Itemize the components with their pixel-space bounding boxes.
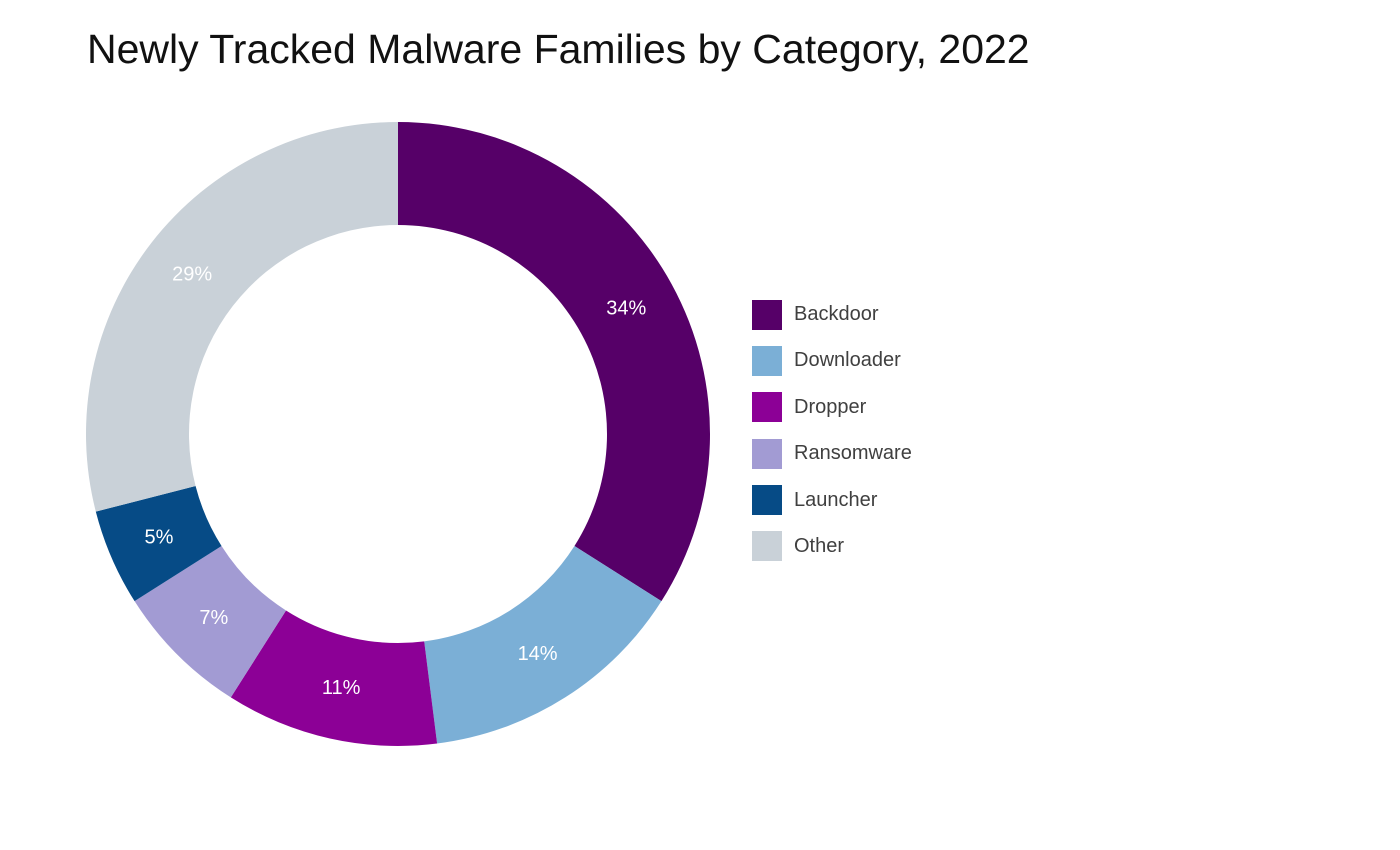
- legend-label: Other: [794, 534, 845, 557]
- legend-item-downloader: Downloader: [752, 345, 912, 376]
- data-label-backdoor: 34%: [606, 298, 646, 320]
- chart-legend: Backdoor Downloader Dropper Ransomware L…: [752, 299, 912, 577]
- legend-swatch: [752, 392, 782, 423]
- donut-chart: 34% 14% 11% 7% 5% 29%: [85, 122, 710, 746]
- data-label-dropper: 11%: [322, 677, 361, 699]
- legend-swatch: [752, 485, 782, 516]
- legend-item-other: Other: [752, 531, 912, 562]
- legend-swatch: [752, 345, 782, 376]
- donut-slices: [85, 122, 710, 746]
- legend-swatch: [752, 531, 782, 562]
- legend-label: Dropper: [794, 395, 867, 418]
- legend-item-backdoor: Backdoor: [752, 299, 912, 330]
- legend-swatch: [752, 299, 782, 330]
- donut-slice-dropper: [230, 610, 438, 746]
- data-label-downloader: 14%: [518, 643, 558, 665]
- legend-swatch: [752, 438, 782, 469]
- data-label-launcher: 5%: [144, 526, 173, 548]
- donut-slice-backdoor: [398, 122, 710, 602]
- legend-label: Downloader: [794, 349, 901, 372]
- legend-item-ransomware: Ransomware: [752, 438, 912, 469]
- legend-label: Launcher: [794, 488, 878, 511]
- donut-slice-ransomware: [134, 545, 287, 698]
- legend-item-launcher: Launcher: [752, 485, 912, 516]
- donut-slice-launcher: [95, 485, 222, 602]
- data-label-other: 29%: [172, 263, 212, 285]
- donut-data-labels: 34% 14% 11% 7% 5% 29%: [144, 263, 646, 699]
- legend-label: Ransomware: [794, 442, 912, 465]
- chart-title: Newly Tracked Malware Families by Catego…: [87, 26, 1030, 72]
- donut-slice-downloader: [424, 545, 662, 744]
- legend-item-dropper: Dropper: [752, 392, 912, 423]
- donut-slice-other: [85, 122, 398, 512]
- data-label-ransomware: 7%: [199, 607, 228, 629]
- legend-label: Backdoor: [794, 303, 879, 325]
